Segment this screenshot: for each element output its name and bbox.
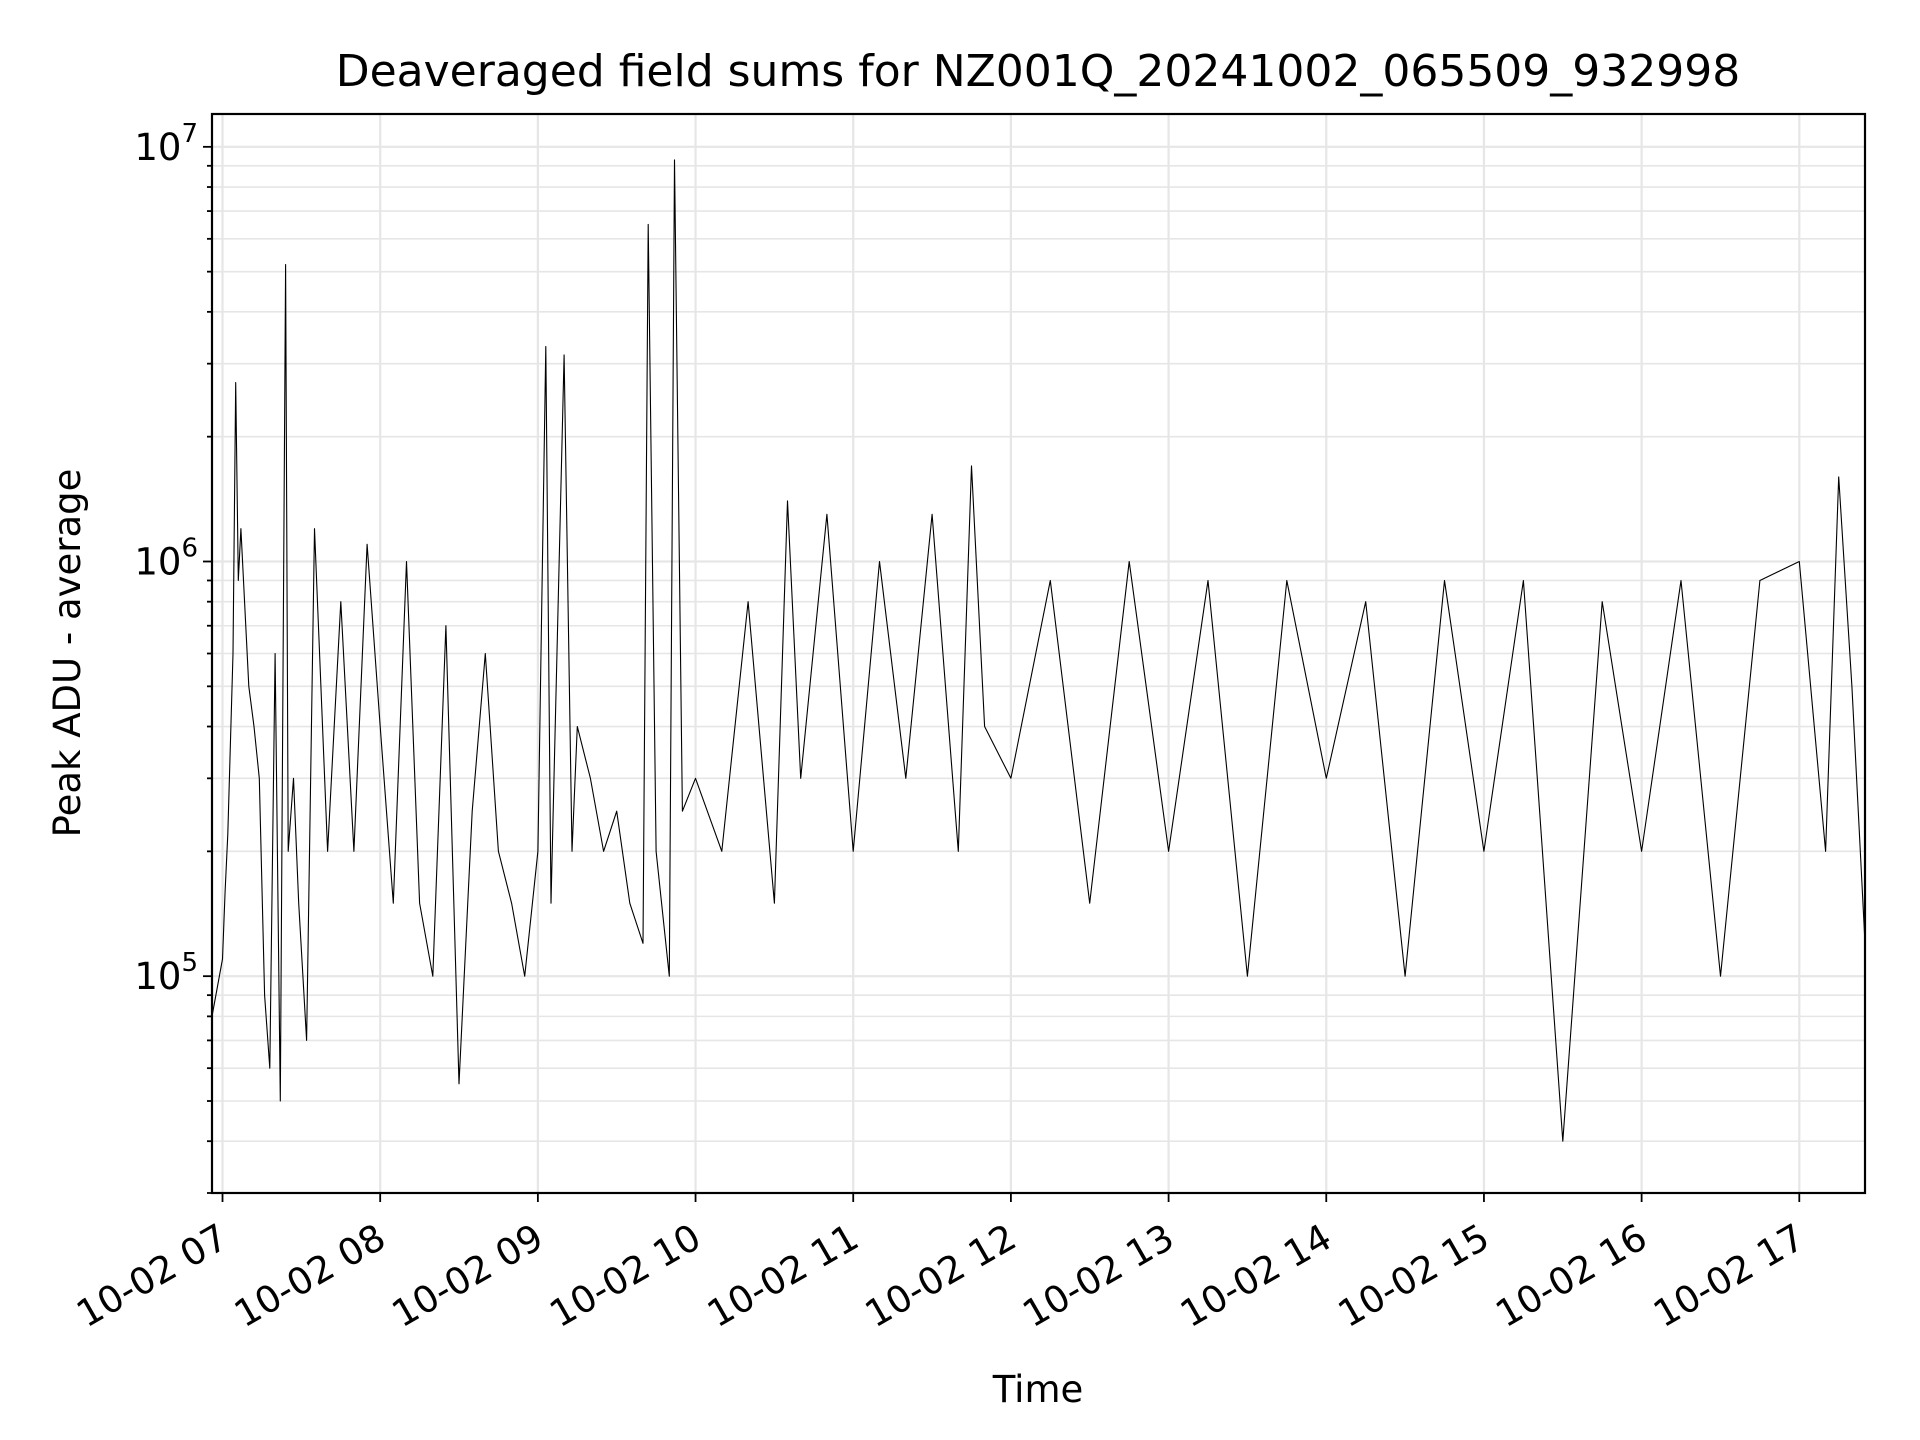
x-axis-label: Time <box>992 1368 1084 1411</box>
y-axis-label: Peak ADU - average <box>46 469 89 838</box>
series-line <box>211 159 1866 1142</box>
y-tick-label: 105 <box>134 948 198 998</box>
y-tick-label: 106 <box>134 534 198 584</box>
grid <box>212 114 1865 1194</box>
series-group <box>211 159 1866 1142</box>
chart-title: Deaveraged field sums for NZ001Q_2024100… <box>336 46 1741 97</box>
y-tick-label: 107 <box>134 119 198 169</box>
y-axis: 105 106 107 <box>134 119 212 1194</box>
